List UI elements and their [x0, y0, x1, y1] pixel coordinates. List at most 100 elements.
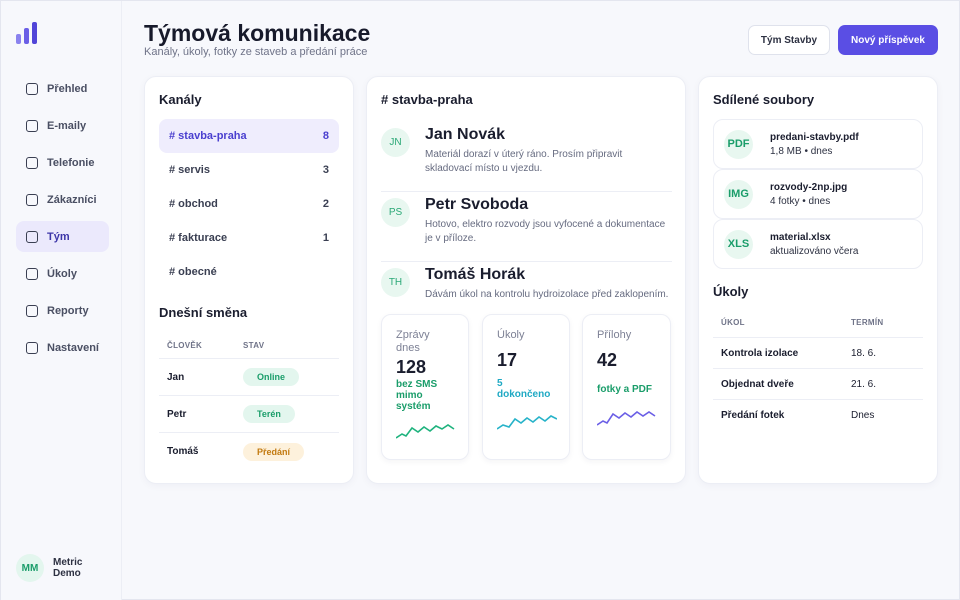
- message-text: Dávám úkol na kontrolu hydroizolace před…: [425, 289, 669, 300]
- file-type-icon: PDF: [724, 129, 753, 159]
- stat-label: Zprávy dnes: [396, 329, 430, 354]
- column-header-status: STAV: [243, 340, 265, 350]
- files-title: Sdílené soubory: [713, 92, 815, 107]
- sparkline-icon: [396, 424, 455, 439]
- avatar: JN: [381, 128, 410, 157]
- file-item[interactable]: XLS material.xlsx aktualizováno včera: [713, 219, 923, 269]
- message-item[interactable]: PS Petr Svoboda Hotovo, elektro rozvody …: [381, 192, 672, 262]
- sidebar-nav: Přehled E-maily Telefonie Zákazníci Tým …: [16, 73, 109, 369]
- channel-item-obchod[interactable]: # obchod 2: [159, 187, 339, 221]
- channel-item-stavba-praha[interactable]: # stavba-praha 8: [159, 119, 339, 153]
- user-name: Metric Demo: [53, 557, 83, 579]
- stat-label: Přílohy: [597, 329, 632, 341]
- file-item[interactable]: PDF predani-stavby.pdf 1,8 MB • dnes: [713, 119, 923, 169]
- sidebar-item-label: Přehled: [47, 82, 88, 95]
- channel-count: 3: [322, 164, 329, 176]
- message-author: Petr Svoboda: [425, 196, 529, 213]
- table-row: Jan Online: [159, 359, 339, 396]
- sidebar-item-reporty[interactable]: Reporty: [16, 295, 109, 326]
- column-header-task: ÚKOL: [721, 317, 745, 327]
- files-card: Sdílené soubory PDF predani-stavby.pdf 1…: [698, 76, 938, 484]
- message-author: Jan Novák: [425, 126, 506, 143]
- channels-card: Kanály # stavba-praha 8 # servis 3 # obc…: [144, 76, 354, 484]
- sidebar-item-zakaznici[interactable]: Zákazníci: [16, 184, 109, 215]
- checkbox-icon: [26, 304, 38, 317]
- file-type-icon: XLS: [724, 229, 753, 259]
- sidebar-item-label: Telefonie: [47, 156, 95, 169]
- page-title: Týmová komunikace: [144, 20, 371, 46]
- sidebar: Přehled E-maily Telefonie Zákazníci Tým …: [1, 1, 122, 600]
- channel-name: # fakturace: [169, 232, 228, 244]
- sidebar-item-telefonie[interactable]: Telefonie: [16, 147, 109, 178]
- sidebar-item-prehled[interactable]: Přehled: [16, 73, 109, 104]
- task-name: Předání fotek: [721, 410, 785, 421]
- channel-name: # obchod: [169, 198, 218, 210]
- checkbox-icon: [26, 119, 38, 132]
- tasks-title: Úkoly: [713, 284, 749, 299]
- channel-name: # obecné: [169, 266, 217, 278]
- file-meta: 4 fotky • dnes: [770, 195, 831, 207]
- task-due: Dnes: [851, 410, 875, 421]
- sidebar-item-emaily[interactable]: E-maily: [16, 110, 109, 141]
- new-post-button[interactable]: Nový příspěvek: [838, 25, 938, 55]
- channel-count: 8: [322, 130, 329, 142]
- avatar: TH: [381, 268, 410, 297]
- sidebar-item-label: Zákazníci: [47, 193, 97, 206]
- channel-count: 1: [322, 232, 329, 244]
- sidebar-item-label: Reporty: [47, 304, 89, 317]
- checkbox-icon: [26, 267, 38, 280]
- sidebar-item-label: Úkoly: [47, 267, 77, 280]
- stat-label: Úkoly: [497, 329, 525, 341]
- message-text: Materiál dorazí v úterý ráno. Prosím při…: [425, 149, 623, 174]
- channel-item-servis[interactable]: # servis 3: [159, 153, 339, 187]
- stat-value: 17: [497, 350, 518, 370]
- task-due: 18. 6.: [851, 347, 877, 359]
- sparkline-icon: [497, 415, 557, 430]
- table-row[interactable]: Předání fotek Dnes: [713, 400, 923, 431]
- column-header-due: TERMÍN: [851, 317, 884, 327]
- file-type-icon: IMG: [724, 179, 753, 209]
- table-row: Petr Terén: [159, 396, 339, 433]
- file-name: rozvody-2np.jpg: [770, 181, 848, 193]
- shift-table: ČLOVĚK STAV Jan Online Petr Terén Tomáš …: [159, 332, 339, 470]
- channels-title: Kanály: [159, 92, 202, 107]
- tasks-table: ÚKOL TERMÍN Kontrola izolace 18. 6. Obje…: [713, 307, 923, 431]
- sidebar-item-label: Tým: [47, 230, 70, 243]
- stat-value: 42: [597, 350, 618, 370]
- stat-value: 128: [396, 357, 427, 377]
- avatar: PS: [381, 198, 410, 227]
- logo-icon: [16, 22, 38, 44]
- channel-list: # stavba-praha 8 # servis 3 # obchod 2 #…: [159, 119, 339, 289]
- avatar: MM: [16, 554, 44, 582]
- table-row: Tomáš Předání: [159, 433, 339, 470]
- checkbox-icon: [26, 341, 38, 354]
- shift-title: Dnešní směna: [159, 305, 248, 320]
- checkbox-icon: [26, 156, 38, 169]
- channel-count: 2: [322, 198, 329, 210]
- checkbox-icon: [26, 193, 38, 206]
- message-author: Tomáš Horák: [425, 266, 526, 283]
- sidebar-item-nastaveni[interactable]: Nastavení: [16, 332, 109, 363]
- stat-card-tasks: Úkoly 17 5 dokončeno: [482, 314, 570, 460]
- feed-title: # stavba-praha: [381, 92, 473, 107]
- checkbox-icon: [26, 230, 38, 243]
- table-row[interactable]: Objednat dveře 21. 6.: [713, 369, 923, 400]
- message-item[interactable]: TH Tomáš Horák Dávám úkol na kontrolu hy…: [381, 262, 672, 332]
- file-meta: aktualizováno včera: [770, 245, 859, 257]
- stat-card-messages: Zprávy dnes 128 bez SMS mimo systém: [381, 314, 469, 460]
- sidebar-item-ukoly[interactable]: Úkoly: [16, 258, 109, 289]
- table-header: ÚKOL TERMÍN: [713, 307, 923, 338]
- user-profile[interactable]: MM Metric Demo: [16, 554, 93, 582]
- stat-note: fotky a PDF: [597, 384, 653, 395]
- channel-item-obecne[interactable]: # obecné: [159, 255, 339, 289]
- file-name: predani-stavby.pdf: [770, 131, 859, 143]
- feed-card: # stavba-praha JN Jan Novák Materiál dor…: [366, 76, 686, 484]
- sidebar-item-tym[interactable]: Tým: [16, 221, 109, 252]
- table-row[interactable]: Kontrola izolace 18. 6.: [713, 338, 923, 369]
- status-badge: Terén: [243, 405, 295, 423]
- team-button[interactable]: Tým Stavby: [748, 25, 830, 55]
- file-item[interactable]: IMG rozvody-2np.jpg 4 fotky • dnes: [713, 169, 923, 219]
- message-item[interactable]: JN Jan Novák Materiál dorazí v úterý rán…: [381, 122, 672, 192]
- channel-item-fakturace[interactable]: # fakturace 1: [159, 221, 339, 255]
